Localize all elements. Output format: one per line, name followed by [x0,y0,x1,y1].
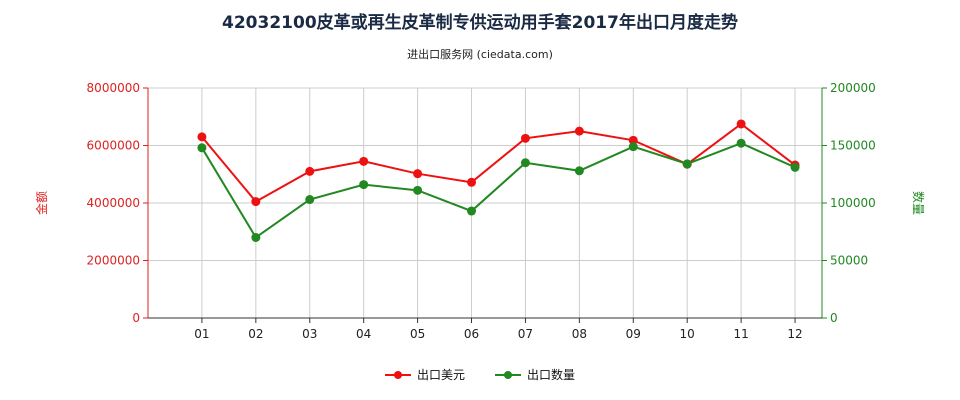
data-point-quantity [251,233,261,242]
chart-subtitle: 进出口服务网 (ciedata.com) [407,48,553,61]
data-point-usd [413,169,423,179]
data-point-quantity [682,159,692,169]
data-point-usd [251,197,261,207]
data-point-quantity [736,138,746,148]
chart-title: 42032100皮革或再生皮革制专供运动用手套2017年出口月度走势 [222,13,738,33]
x-axis-tick-label: 01 [194,327,209,341]
data-point-quantity [359,180,369,190]
left-axis-tick-label: 6000000 [87,139,140,153]
x-axis-tick-label: 11 [733,327,748,341]
data-point-quantity [467,206,477,216]
x-axis-tick-label: 12 [787,327,802,341]
data-point-usd [574,126,584,136]
x-axis-tick-label: 08 [572,327,587,341]
series-line-quantity [201,142,796,239]
legend-label-quantity: 出口数量 [527,368,576,382]
right-axis-title: 数量 [911,191,926,215]
legend-item-quantity[interactable]: 出口数量 [495,366,575,383]
legend-item-usd[interactable]: 出口美元 [384,366,465,383]
legend-label-usd: 出口美元 [416,368,465,382]
data-point-quantity [790,162,800,172]
series-line-usd [201,122,796,203]
x-axis-tick-label: 02 [248,327,263,341]
data-point-usd [736,119,746,129]
right-axis-tick-label: 0 [830,311,838,325]
left-axis-tick-label: 4000000 [87,196,140,210]
right-axis-tick-label: 50000 [830,254,868,268]
data-point-usd [197,132,207,142]
data-point-quantity [413,185,423,195]
left-axis-tick-label: 8000000 [87,81,140,95]
data-point-quantity [197,143,207,153]
data-point-usd [467,177,477,187]
x-axis-tick-label: 10 [680,327,695,341]
data-point-usd [305,166,315,176]
data-point-quantity [574,166,584,176]
right-axis-tick-label: 150000 [830,139,876,153]
left-axis-tick-label: 2000000 [87,254,140,268]
x-axis-tick-label: 06 [464,327,479,341]
data-point-quantity [628,142,638,152]
x-axis-tick-label: 03 [302,327,317,341]
left-axis-title: 金额 [34,191,49,215]
legend-swatch-quantity [495,370,521,380]
x-axis-tick-label: 04 [356,327,371,341]
data-point-usd [520,133,530,143]
data-point-usd [628,135,638,145]
right-axis-tick-label: 100000 [830,196,876,210]
data-point-usd [359,156,369,166]
x-axis-tick-label: 09 [626,327,641,341]
x-axis-tick-label: 07 [518,327,533,341]
chart-legend: 出口美元 出口数量 [0,366,960,383]
data-point-quantity [520,158,530,168]
right-axis-tick-label: 200000 [830,81,876,95]
legend-swatch-usd [384,370,411,380]
left-axis-tick-label: 0 [132,311,140,325]
x-axis-tick-label: 05 [410,327,425,341]
data-point-quantity [305,195,315,205]
